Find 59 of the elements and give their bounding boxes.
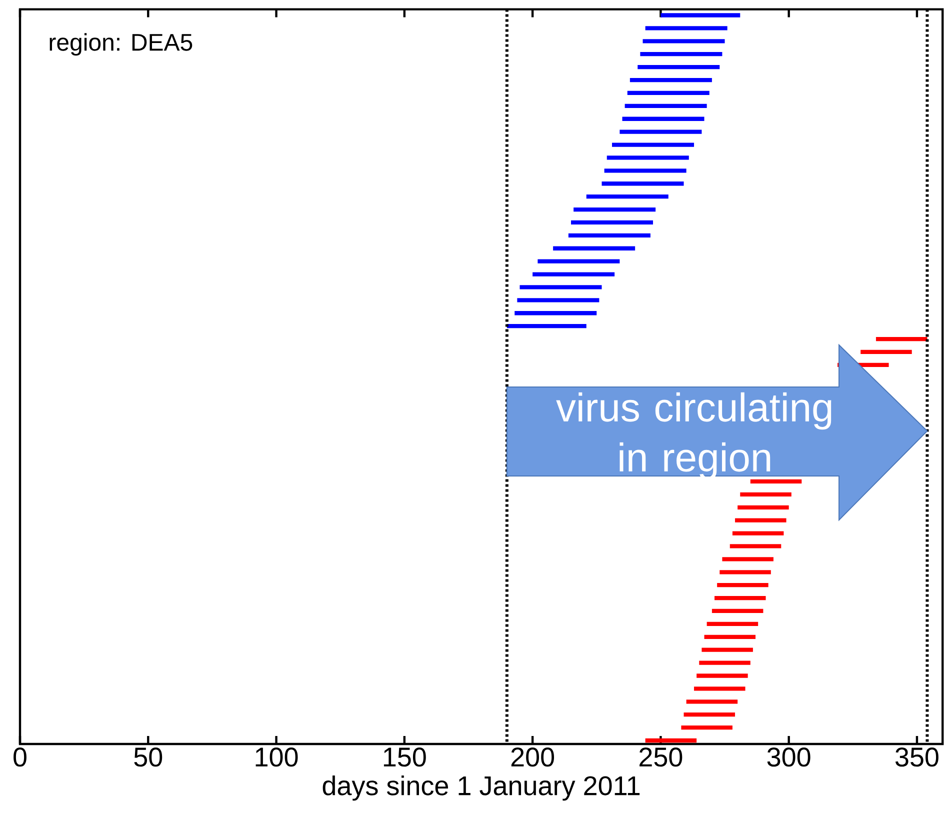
- bar: [702, 648, 753, 652]
- x-axis-title: days since 1 January 2011: [322, 776, 640, 801]
- bar: [620, 130, 702, 134]
- bar: [571, 220, 654, 225]
- bar: [642, 39, 725, 44]
- bar: [553, 246, 636, 250]
- bar: [738, 505, 789, 510]
- bar: [640, 52, 722, 56]
- bar: [722, 557, 774, 562]
- bar: [732, 531, 784, 536]
- x-tick-label: 350: [895, 748, 938, 767]
- x-tick-label: 0: [14, 748, 26, 767]
- x-tick-label: 200: [511, 748, 554, 767]
- bar: [645, 738, 697, 743]
- bar: [684, 712, 736, 717]
- bar: [681, 725, 732, 730]
- bar: [568, 233, 650, 238]
- x-tick-label: 150: [384, 748, 426, 767]
- bar: [876, 336, 928, 342]
- x-tick-label: 300: [767, 748, 810, 767]
- bar: [706, 622, 758, 626]
- bar: [517, 298, 600, 302]
- bar: [602, 182, 684, 186]
- bar: [704, 634, 756, 639]
- bar: [645, 26, 728, 30]
- bar: [612, 142, 694, 147]
- annotation: region: DEA5: [50, 33, 192, 56]
- bar: [735, 518, 786, 522]
- bar: [720, 570, 771, 574]
- bar: [624, 104, 707, 108]
- bar: [860, 350, 912, 354]
- bar: [586, 194, 668, 199]
- bar: [630, 78, 712, 82]
- bar: [506, 324, 586, 328]
- bar: [604, 168, 686, 173]
- bar: [686, 700, 738, 704]
- bar: [694, 686, 746, 691]
- bar: [574, 207, 656, 212]
- bar: [740, 492, 792, 497]
- bar: [717, 583, 768, 588]
- bar: [660, 13, 740, 18]
- bar: [514, 311, 597, 316]
- bar: [712, 608, 764, 614]
- annotation: virus circulating in region: [556, 392, 832, 480]
- bar: [714, 596, 766, 600]
- bar: [696, 674, 748, 678]
- bar: [627, 90, 710, 96]
- bar: [520, 285, 602, 290]
- bar: [622, 116, 704, 121]
- bar: [699, 660, 750, 665]
- bar: [606, 156, 689, 160]
- bar: [730, 544, 782, 548]
- x-tick-label: 50: [134, 748, 162, 767]
- bar: [532, 272, 615, 276]
- bar: [638, 64, 720, 70]
- bar: [750, 479, 802, 484]
- bar: [538, 259, 620, 264]
- x-tick-label: 100: [256, 748, 298, 767]
- x-tick-label: 250: [640, 748, 682, 767]
